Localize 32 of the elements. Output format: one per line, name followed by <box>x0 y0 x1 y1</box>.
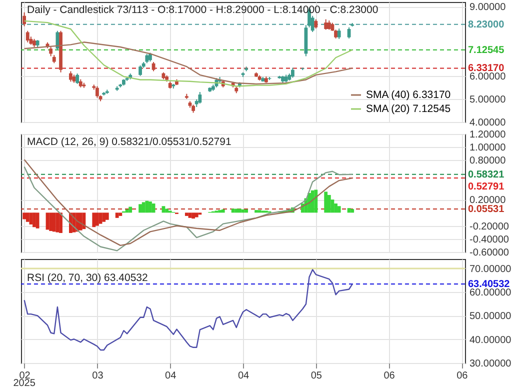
y-tick-label: 6.00000 <box>470 71 506 82</box>
x-tick-label: 06 <box>456 370 468 382</box>
legend-label: SMA (40) 6.33170 <box>366 89 451 101</box>
y-tick-label: 70.00000 <box>470 264 512 275</box>
y-tick-label: 9.00000 <box>470 2 506 14</box>
y-tick-label: 1.00000 <box>470 142 506 154</box>
text: 2025 <box>13 378 36 389</box>
x-tick-label: 05 <box>310 370 322 382</box>
y-tick-label: -0.40000 <box>470 234 510 246</box>
y-tick-label: 50.00000 <box>470 311 512 322</box>
text: RSI (20, 70, 30) 63.40532 <box>27 272 148 284</box>
ref-line-label: 7.12545 <box>468 44 505 56</box>
y-tick-label: 40.00000 <box>470 334 512 346</box>
y-tick-label: 5.00000 <box>470 94 506 106</box>
ref-line-label: 0.05531 <box>468 204 505 216</box>
ref-line-label: 0.52791 <box>468 181 505 192</box>
ref-line-label: 0.58321 <box>468 169 505 180</box>
legend-label: SMA (20) 7.12545 <box>366 103 451 115</box>
y-tick-label: -0.20000 <box>470 221 510 232</box>
y-tick-label: 60.00000 <box>470 288 512 299</box>
chart-title: MACD (12, 26, 9) 0.58321/0.05531/0.52791 <box>27 136 232 148</box>
y-tick-label: -0.60000 <box>470 248 510 258</box>
y-tick-label: 0.20000 <box>470 195 506 206</box>
y-tick-label: 1.20000 <box>470 130 506 140</box>
x-tick-label: 04 <box>238 370 250 382</box>
ref-line-label: 8.23000 <box>468 19 505 30</box>
x-tick-label: 04 <box>165 370 177 382</box>
x-tick-label: 06 <box>384 370 396 382</box>
y-tick-label: 0.80000 <box>470 156 506 167</box>
x-tick-label: 03 <box>92 370 104 382</box>
y-tick-label: 4.00000 <box>470 118 506 128</box>
y-tick-label: 30.00000 <box>470 358 512 370</box>
